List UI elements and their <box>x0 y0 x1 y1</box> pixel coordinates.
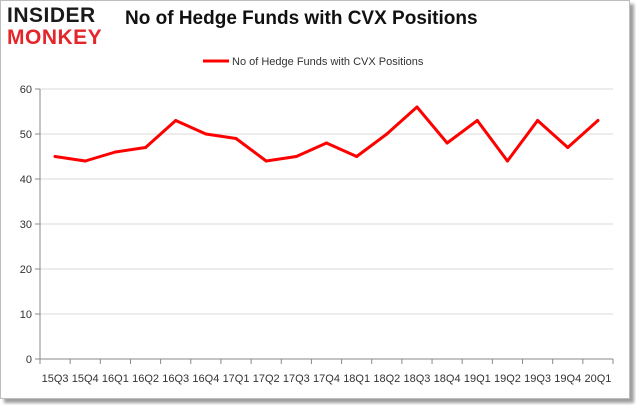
x-tick-label: 15Q4 <box>72 373 99 385</box>
x-tick-label: 18Q4 <box>434 373 461 385</box>
data-point <box>264 159 268 163</box>
chart-frame <box>0 0 630 399</box>
y-tick-label: 50 <box>20 129 32 141</box>
x-tick-label: 18Q3 <box>404 373 431 385</box>
x-tick-label: 18Q2 <box>373 373 400 385</box>
data-point <box>385 132 389 136</box>
logo-line-2: MONKEY <box>7 26 103 49</box>
x-tick-label: 18Q1 <box>343 373 370 385</box>
data-point <box>113 150 117 154</box>
data-point <box>566 146 570 149</box>
legend: No of Hedge Funds with CVX Positions <box>203 56 424 68</box>
x-tick-label: 20Q1 <box>584 373 611 385</box>
series-layer <box>53 105 600 163</box>
data-point <box>415 105 419 109</box>
data-point <box>204 132 208 136</box>
x-tick-label: 17Q1 <box>223 373 250 385</box>
data-point <box>536 119 540 122</box>
insider-monkey-logo: INSIDER MONKEY <box>7 5 115 49</box>
y-tick-label: 40 <box>20 174 32 186</box>
data-point <box>53 155 57 158</box>
data-point <box>325 141 328 145</box>
data-point <box>174 119 178 122</box>
chart-title: No of Hedge Funds with CVX Positions <box>125 8 478 29</box>
grid-lines <box>35 88 613 360</box>
data-point <box>505 159 509 163</box>
data-point <box>83 159 87 163</box>
y-tick-labels: 0 10 20 30 40 50 60 <box>20 84 32 366</box>
x-tick-label: 16Q3 <box>162 373 189 385</box>
axes <box>39 89 614 364</box>
y-tick-label: 10 <box>20 309 32 321</box>
y-tick-label: 30 <box>20 219 32 231</box>
x-tick-label: 15Q3 <box>42 373 69 385</box>
x-tick-label: 16Q1 <box>102 373 129 385</box>
x-tick-label: 17Q2 <box>253 373 280 385</box>
data-point <box>234 137 238 140</box>
x-tick-label: 19Q4 <box>554 373 581 385</box>
data-point <box>294 155 298 158</box>
logo-line-1: INSIDER <box>7 4 96 27</box>
x-tick-label: 16Q2 <box>132 373 159 385</box>
x-tick-label: 19Q3 <box>524 373 551 385</box>
x-tick-label: 19Q2 <box>494 373 521 385</box>
data-point <box>475 119 479 122</box>
data-point <box>144 146 148 149</box>
x-tick-label: 19Q1 <box>464 373 491 385</box>
data-point <box>596 119 600 122</box>
data-point <box>445 141 449 145</box>
y-tick-label: 60 <box>20 84 32 96</box>
x-tick-label: 17Q4 <box>313 373 340 385</box>
y-tick-label: 20 <box>20 264 32 276</box>
legend-label: No of Hedge Funds with CVX Positions <box>232 56 424 68</box>
x-tick-label: 16Q4 <box>192 373 219 385</box>
y-tick-label: 0 <box>26 354 32 366</box>
x-tick-labels: 15Q3 15Q4 16Q1 16Q2 16Q3 16Q4 17Q1 17Q2 17Q3 17Q4… <box>42 373 612 385</box>
data-point <box>355 155 359 158</box>
x-tick-label: 17Q3 <box>283 373 310 385</box>
